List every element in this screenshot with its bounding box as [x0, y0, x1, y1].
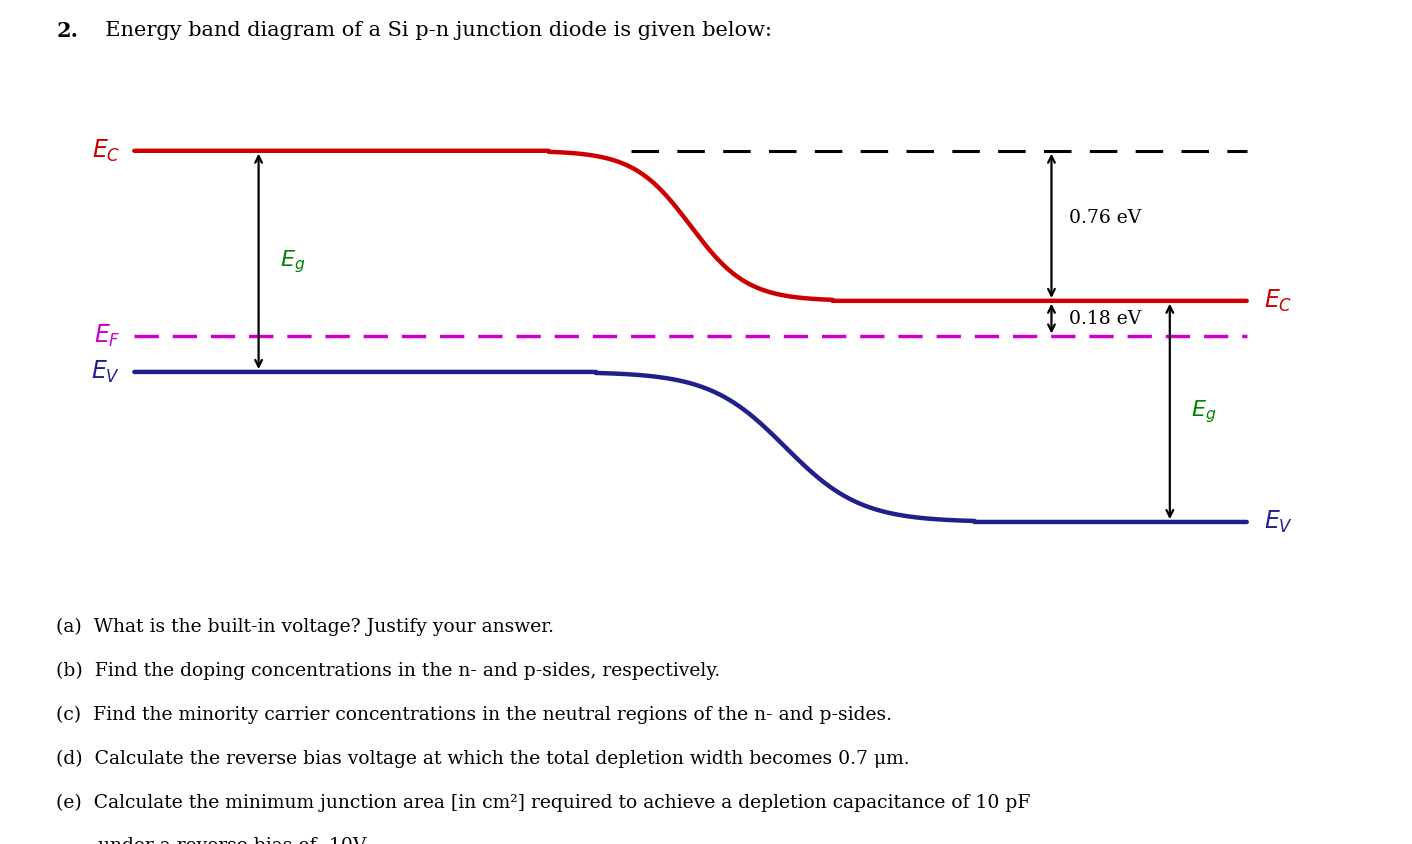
Text: 0.18 eV: 0.18 eV	[1069, 310, 1141, 327]
Text: 2.: 2.	[56, 21, 79, 41]
Text: $E_V$: $E_V$	[1265, 509, 1293, 535]
Text: $E_F$: $E_F$	[93, 323, 120, 349]
Text: Energy band diagram of a Si p-n junction diode is given below:: Energy band diagram of a Si p-n junction…	[92, 21, 772, 41]
Text: $E_C$: $E_C$	[1265, 288, 1293, 314]
Text: (d)  Calculate the reverse bias voltage at which the total depletion width becom: (d) Calculate the reverse bias voltage a…	[56, 749, 911, 768]
Text: (e)  Calculate the minimum junction area [in cm²] required to achieve a depletio: (e) Calculate the minimum junction area …	[56, 793, 1031, 812]
Text: (c)  Find the minority carrier concentrations in the neutral regions of the n- a: (c) Find the minority carrier concentrat…	[56, 706, 892, 724]
Text: $E_V$: $E_V$	[90, 359, 120, 385]
Text: $E_g$: $E_g$	[1192, 398, 1216, 425]
Text: $E_C$: $E_C$	[92, 138, 120, 164]
Text: (a)  What is the built-in voltage? Justify your answer.: (a) What is the built-in voltage? Justif…	[56, 618, 555, 636]
Text: (b)  Find the doping concentrations in the n- and p-sides, respectively.: (b) Find the doping concentrations in th…	[56, 662, 720, 680]
Text: $E_g$: $E_g$	[280, 248, 305, 275]
Text: 0.76 eV: 0.76 eV	[1069, 209, 1141, 227]
Text: under a reverse bias of -10V.: under a reverse bias of -10V.	[56, 837, 370, 844]
